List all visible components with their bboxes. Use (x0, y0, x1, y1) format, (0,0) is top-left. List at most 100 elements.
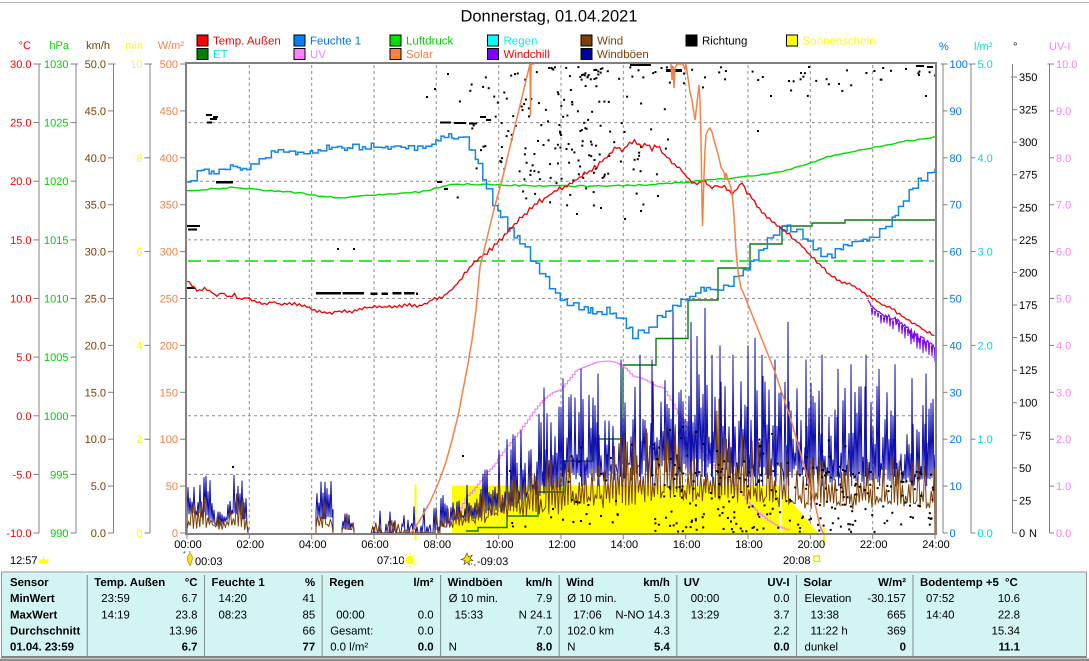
svg-text:0.0: 0.0 (418, 626, 434, 638)
svg-text:100: 100 (160, 434, 178, 446)
svg-text:7.9: 7.9 (536, 593, 552, 605)
svg-text:5.0: 5.0 (16, 352, 31, 364)
svg-text:75: 75 (1019, 430, 1031, 442)
svg-text:10.0: 10.0 (10, 294, 31, 306)
svg-text:UV-I: UV-I (1049, 41, 1070, 53)
svg-text:N: N (449, 642, 457, 654)
svg-text:40.0: 40.0 (85, 153, 106, 165)
svg-text:14:19: 14:19 (101, 610, 130, 622)
svg-text:250: 250 (160, 294, 178, 306)
svg-text:-09:03: -09:03 (477, 556, 508, 568)
svg-text:13:29: 13:29 (691, 610, 720, 622)
svg-text:3.0: 3.0 (1056, 387, 1071, 399)
svg-text:275: 275 (1019, 170, 1037, 182)
svg-text:0: 0 (136, 528, 142, 540)
svg-text:2.0: 2.0 (978, 340, 993, 352)
svg-text:Wind: Wind (597, 36, 623, 48)
svg-text:0.0: 0.0 (774, 593, 790, 605)
svg-text:Regen: Regen (504, 36, 538, 48)
svg-text:5.0: 5.0 (91, 481, 106, 493)
svg-text:1005: 1005 (44, 352, 68, 364)
svg-text:10.0: 10.0 (85, 434, 106, 446)
svg-text:8.0: 8.0 (536, 642, 552, 654)
svg-text:10.0: 10.0 (1056, 59, 1077, 71)
svg-text:400: 400 (160, 153, 178, 165)
svg-text:450: 450 (160, 106, 178, 118)
svg-text:°: ° (1013, 41, 1017, 53)
svg-text:2: 2 (136, 434, 142, 446)
svg-text:MaxWert: MaxWert (10, 610, 57, 622)
svg-text:8.0: 8.0 (1056, 153, 1071, 165)
svg-text:22:00: 22:00 (860, 539, 888, 551)
svg-text:325: 325 (1019, 105, 1037, 117)
svg-text:10: 10 (130, 59, 142, 71)
svg-text:-10.0: -10.0 (6, 528, 31, 540)
svg-text:4: 4 (136, 340, 142, 352)
svg-text:dunkel: dunkel (805, 642, 839, 654)
svg-text:3.0: 3.0 (978, 247, 993, 259)
svg-text:15.0: 15.0 (85, 387, 106, 399)
svg-text:-5.0: -5.0 (13, 469, 32, 481)
svg-text:N-NO 14.3: N-NO 14.3 (615, 610, 669, 622)
svg-text:350: 350 (160, 200, 178, 212)
svg-text:14:20: 14:20 (219, 593, 248, 605)
svg-text:500: 500 (160, 59, 178, 71)
svg-text:200: 200 (160, 340, 178, 352)
svg-text:60: 60 (950, 247, 962, 259)
svg-text:0.0: 0.0 (978, 528, 993, 540)
svg-text:7.0: 7.0 (536, 626, 552, 638)
svg-text:80: 80 (950, 153, 962, 165)
svg-text:2.0: 2.0 (1056, 434, 1071, 446)
svg-text:15.34: 15.34 (991, 626, 1020, 638)
svg-text:12:57: 12:57 (10, 555, 38, 567)
svg-text:25.0: 25.0 (10, 118, 31, 130)
svg-text:UV: UV (684, 577, 700, 589)
svg-text:0.0: 0.0 (774, 642, 790, 654)
svg-text:6.7: 6.7 (182, 593, 198, 605)
svg-text:225: 225 (1019, 235, 1037, 247)
svg-text:11.1: 11.1 (998, 642, 1020, 654)
svg-text:4.0: 4.0 (1056, 340, 1071, 352)
svg-text:0.0: 0.0 (1056, 528, 1071, 540)
svg-text:ET: ET (213, 49, 228, 61)
svg-text:20:08: 20:08 (783, 555, 811, 567)
svg-text:6.0: 6.0 (1056, 247, 1071, 259)
svg-text:01.04. 23:59: 01.04. 23:59 (10, 642, 74, 654)
svg-text:24:00: 24:00 (922, 539, 950, 551)
svg-text:W/m²: W/m² (158, 40, 185, 52)
svg-text:15.0: 15.0 (10, 235, 31, 247)
svg-text:1030: 1030 (44, 59, 68, 71)
svg-text:1015: 1015 (44, 235, 68, 247)
svg-text:50.0: 50.0 (85, 59, 106, 71)
svg-text:Temp. Außen: Temp. Außen (213, 36, 281, 48)
svg-text:50: 50 (950, 294, 962, 306)
svg-text:°C: °C (19, 40, 31, 52)
svg-text:50: 50 (1019, 463, 1031, 475)
svg-text:Ø 10 min.: Ø 10 min. (567, 593, 616, 605)
svg-text:5.4: 5.4 (654, 642, 670, 654)
svg-text:10.6: 10.6 (998, 593, 1020, 605)
svg-text:1.0: 1.0 (978, 434, 993, 446)
svg-text:11:22 h: 11:22 h (811, 626, 848, 638)
svg-text:45.0: 45.0 (85, 106, 106, 118)
svg-text:15:33: 15:33 (455, 610, 484, 622)
svg-text:0.0 l/m²: 0.0 l/m² (330, 642, 368, 654)
svg-text:00:00: 00:00 (336, 610, 365, 622)
svg-text:20: 20 (950, 434, 962, 446)
svg-text:14:40: 14:40 (926, 610, 955, 622)
svg-text:4.0: 4.0 (978, 153, 993, 165)
svg-text:-30.157: -30.157 (867, 593, 906, 605)
svg-text:300: 300 (160, 247, 178, 259)
svg-text:0.0: 0.0 (418, 610, 434, 622)
svg-text:Richtung: Richtung (702, 36, 747, 48)
svg-text:Regen: Regen (329, 577, 364, 589)
svg-text:Feuchte 1: Feuchte 1 (212, 577, 266, 589)
svg-text:150: 150 (1019, 333, 1037, 345)
svg-text:00:03: 00:03 (195, 556, 223, 568)
svg-text:125: 125 (1019, 365, 1037, 377)
svg-text:77: 77 (303, 642, 316, 654)
svg-text:20.0: 20.0 (10, 176, 31, 188)
svg-text:10:00: 10:00 (486, 539, 514, 551)
svg-text:100: 100 (950, 59, 968, 71)
svg-text:04:00: 04:00 (299, 539, 327, 551)
